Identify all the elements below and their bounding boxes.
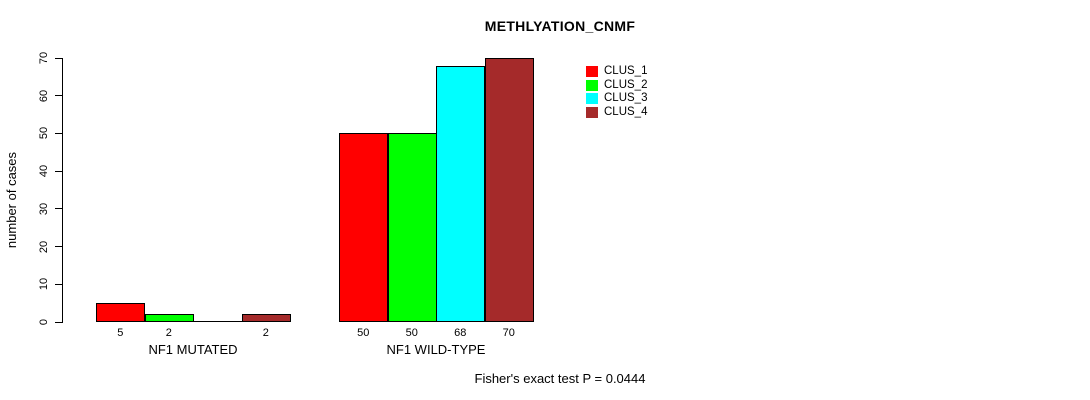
legend-label: CLUS_2	[604, 78, 648, 91]
legend-swatch-clus_4	[586, 106, 598, 118]
legend-label: CLUS_1	[604, 65, 648, 77]
y-tick-label: 20	[38, 240, 50, 253]
y-tick	[55, 208, 62, 210]
y-tick	[55, 132, 62, 134]
bar-value-label: 2	[165, 327, 172, 339]
y-tick-label: 30	[38, 202, 50, 215]
y-tick-label: 10	[38, 278, 50, 291]
legend-label: CLUS_3	[604, 92, 648, 104]
bar-clus-4-2	[484, 58, 534, 322]
y-tick-label: 0	[38, 318, 50, 326]
y-tick-label: 40	[38, 165, 50, 178]
bar-value-label: 50	[405, 327, 418, 339]
bar-value-label: 68	[454, 327, 467, 339]
legend-row-clus_3: CLUS_3	[586, 92, 647, 106]
x-category-label: NF1 MUTATED	[148, 342, 238, 357]
bar-clus-1-2	[339, 133, 388, 322]
fisher-test-annotation: Fisher's exact test P = 0.0444	[474, 371, 646, 386]
bar-clus-3-1-zero	[193, 321, 242, 322]
y-tick	[55, 170, 62, 172]
legend-swatch-clus_1	[586, 66, 598, 78]
y-tick	[55, 246, 62, 248]
legend-row-clus_2: CLUS_2	[586, 79, 647, 93]
bar-value-label: 2	[262, 327, 269, 339]
legend-row-clus_4: CLUS_4	[586, 106, 647, 120]
y-tick	[55, 95, 62, 97]
y-tick	[55, 321, 62, 323]
bar-value-label: 50	[357, 327, 370, 339]
chart-title: METHLYATION_CNMF	[484, 18, 636, 34]
bar-clus-4-1	[241, 314, 291, 322]
x-category-label: NF1 WILD-TYPE	[386, 342, 486, 357]
y-tick-label: 50	[38, 127, 50, 140]
legend: CLUS_1 CLUS_2 CLUS_3 CLUS_4	[586, 65, 647, 119]
legend-label: CLUS_4	[604, 105, 648, 118]
legend-row-clus_1: CLUS_1	[586, 65, 647, 79]
bar-clus-1-1	[96, 303, 145, 322]
y-axis-line	[62, 58, 63, 323]
legend-swatch-clus_2	[586, 79, 598, 91]
bar-clus-2-1	[144, 314, 194, 322]
bar-clus-2-2	[387, 133, 437, 322]
y-axis-label: number of cases	[4, 151, 19, 249]
y-tick	[55, 283, 62, 285]
bar-value-label: 70	[502, 327, 515, 339]
legend-swatch-clus_3	[586, 93, 598, 105]
y-tick	[55, 57, 62, 59]
bar-clus-3-2	[436, 65, 485, 322]
y-tick-label: 70	[38, 51, 50, 65]
y-tick-label: 60	[38, 89, 50, 102]
bar-value-label: 5	[117, 327, 124, 339]
